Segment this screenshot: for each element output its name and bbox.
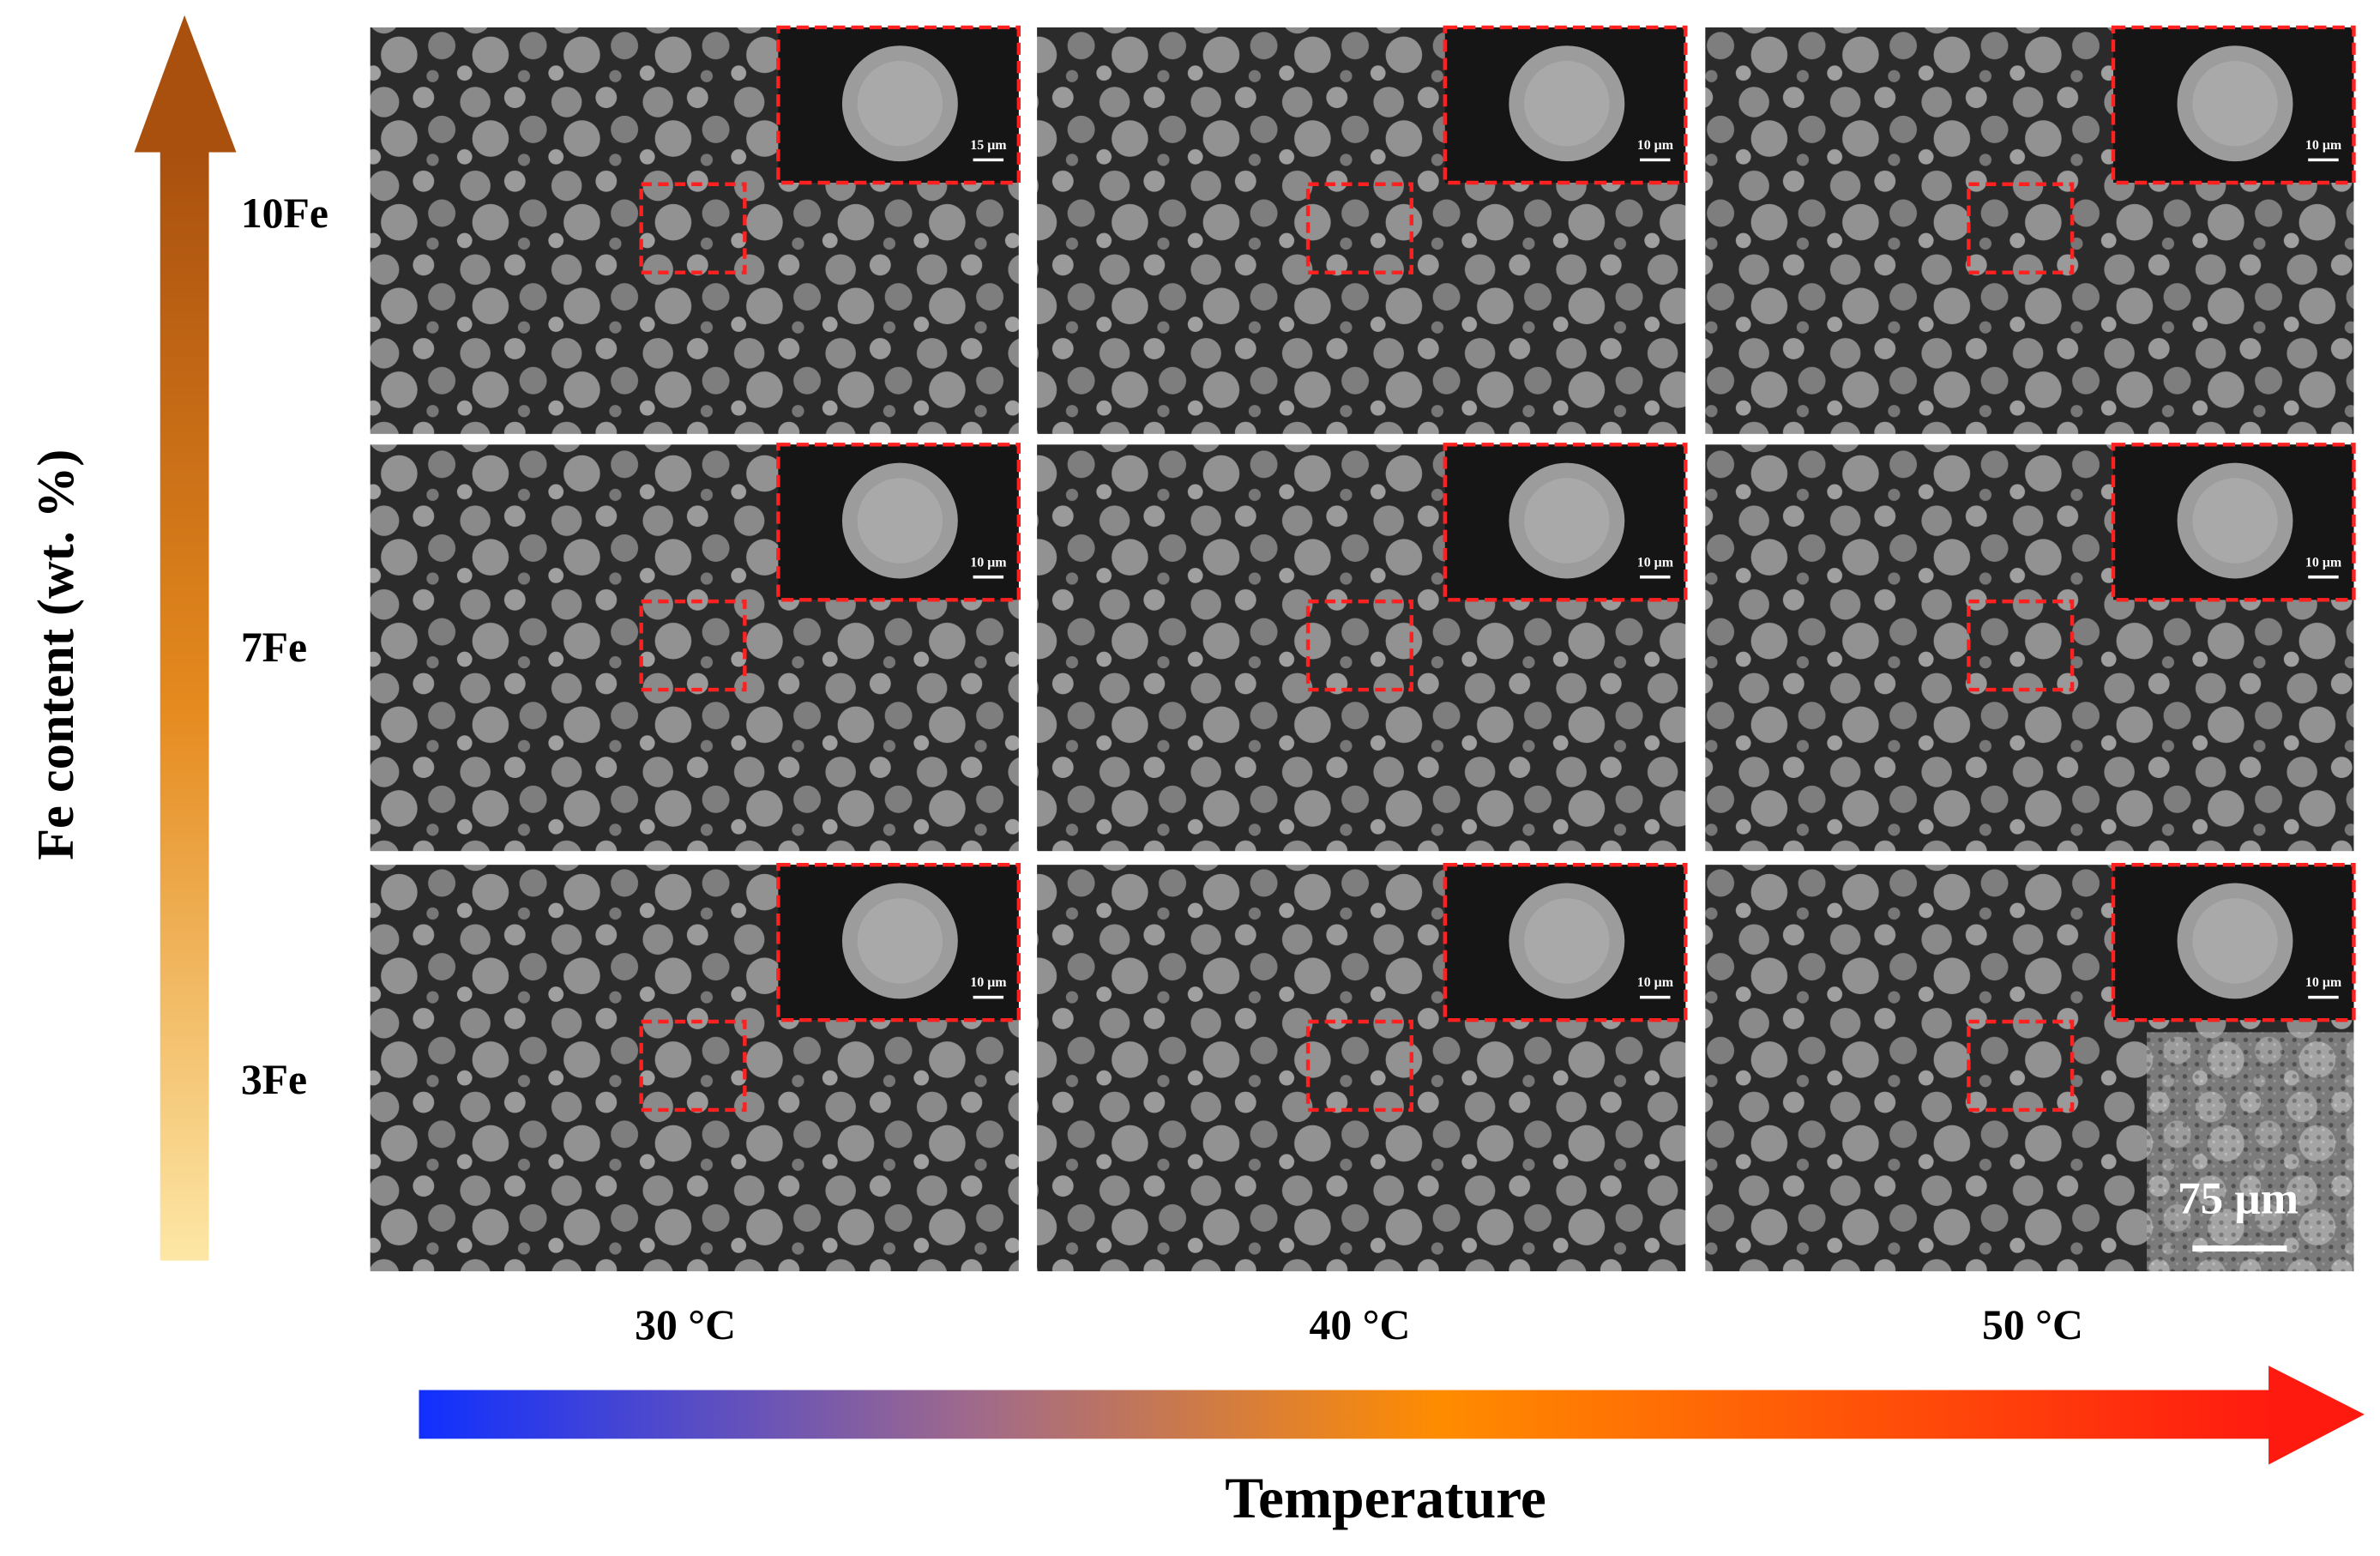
inset-scale-label: 10 μm (1637, 975, 1674, 990)
sem-panel: 10 μm (1705, 862, 2356, 1272)
inset-scale-label: 10 μm (2305, 138, 2342, 153)
arrow-head (134, 15, 237, 153)
inset-scale-label: 10 μm (2305, 555, 2342, 570)
zoom-box (1305, 1019, 1413, 1113)
scale-bar-label: 75 μm (2178, 1173, 2299, 1223)
zoom-box (1305, 182, 1413, 274)
panel-grid: 10Fe 7Fe 3Fe 30 °C 40 °C 50 °C 15 μm 10 μm 10 μm… (241, 25, 2356, 1348)
inset-particle (1524, 60, 1610, 147)
inset-scale-label: 10 μm (970, 555, 1007, 570)
column-label: 40 °C (1309, 1301, 1410, 1348)
sem-panel: 15 μm (370, 25, 1021, 434)
sem-panel: 10 μm (1037, 25, 1688, 434)
inset-scale-label: 10 μm (2305, 975, 2342, 990)
inset-border (776, 862, 1021, 1022)
inset-particle (857, 898, 943, 984)
inset-particle (2192, 898, 2278, 984)
sem-panel: 10 μm (1705, 25, 2356, 434)
inset-scale-label: 10 μm (1637, 555, 1674, 570)
zoom-box (1967, 1019, 2075, 1113)
row-label: 10Fe (241, 190, 328, 237)
arrow-head (2269, 1366, 2365, 1465)
y-axis-label: Fe content (wt. %) (27, 449, 85, 860)
inset-scale-label: 10 μm (970, 975, 1007, 990)
inset-border (776, 443, 1021, 602)
inset-border (2111, 443, 2356, 602)
inset-border (2111, 862, 2356, 1022)
zoom-box (1967, 182, 2075, 274)
x-axis-label: Temperature (1225, 1466, 1546, 1530)
sem-panel: 10 μm (370, 443, 1021, 852)
sem-panel: 10 μm (1037, 862, 1688, 1272)
inset-border (1443, 443, 1688, 602)
zoom-box (639, 182, 747, 274)
inset-scale-label: 15 μm (970, 138, 1007, 153)
inset-particle (857, 60, 943, 147)
inset-particle (2192, 60, 2278, 147)
inset-particle (2192, 478, 2278, 564)
sem-panel: 10 μm (1705, 443, 2356, 852)
inset-particle (1524, 898, 1610, 984)
inset-particle (857, 478, 943, 564)
column-label: 50 °C (1982, 1301, 2083, 1348)
inset-particle (1524, 478, 1610, 564)
zoom-box (1305, 599, 1413, 692)
column-label: 30 °C (635, 1301, 736, 1348)
zoom-box (639, 599, 747, 692)
zoom-box (639, 1019, 747, 1113)
zoom-box (1967, 599, 2075, 692)
sem-panel: 10 μm (1037, 443, 1688, 852)
sem-panel: 10 μm (370, 862, 1021, 1272)
inset-border (1443, 25, 1688, 185)
row-label: 7Fe (241, 624, 307, 671)
inset-border (776, 25, 1021, 185)
inset-scale-label: 10 μm (1637, 138, 1674, 153)
inset-border (1443, 862, 1688, 1022)
inset-border (2111, 25, 2356, 185)
arrow-shaft (419, 1390, 2276, 1439)
arrow-shaft (160, 152, 209, 1261)
fine-region (2147, 1032, 2354, 1272)
row-label: 3Fe (241, 1056, 307, 1103)
